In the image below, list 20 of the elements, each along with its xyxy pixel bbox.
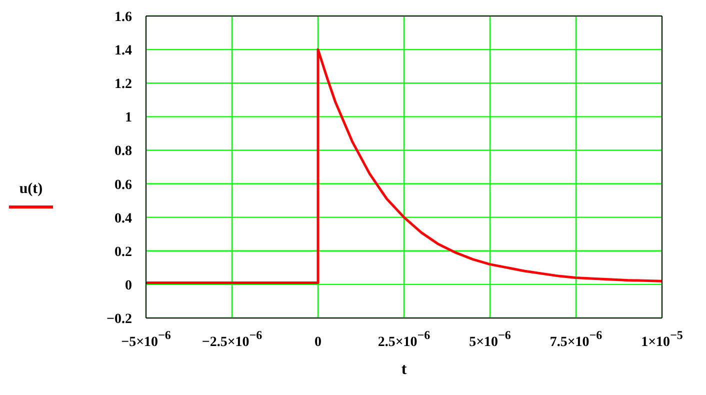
x-tick-label: 7.5×10$^{−6}$: [550, 328, 602, 350]
y-tick-label: −0.2: [106, 312, 132, 327]
x-tick-label: 5×10$^{−6}$: [469, 328, 511, 350]
y-tick-label: 0.4: [114, 211, 132, 226]
y-tick-label: 1.4: [114, 44, 132, 59]
x-axis-title: t: [401, 361, 408, 378]
x-tick-label: 2.5×10$^{−6}$: [378, 328, 430, 350]
y-tick-label: 1: [125, 110, 132, 126]
line-series: [146, 48, 662, 284]
y-tick-label: 0.2: [114, 244, 132, 260]
y-tick-label: 0.6: [114, 178, 132, 193]
x-tick-label: 1×10$^{−5}$: [641, 328, 683, 350]
x-tick-label: 0: [314, 335, 322, 350]
y-tick-label: 1.2: [114, 77, 132, 92]
y-tick-label: 0.8: [114, 144, 132, 160]
y-tick-label: 0: [125, 278, 132, 294]
text: u(t): [18, 181, 44, 198]
x-tick-label: −5×10$^{−6}$: [121, 328, 171, 350]
x-tick-label: −2.5×10$^{−6}$: [202, 328, 262, 350]
y-tick-label: 1.6: [114, 10, 132, 25]
